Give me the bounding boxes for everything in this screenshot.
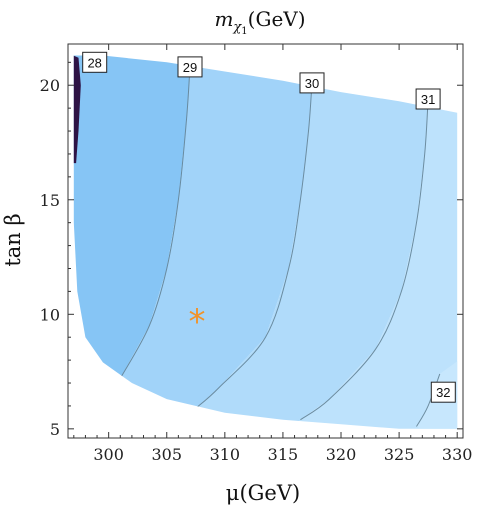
x-tick-label: 310 xyxy=(210,445,241,464)
band-3 xyxy=(265,55,458,429)
contour-label-28: 28 xyxy=(82,51,108,73)
contour-label-text: 28 xyxy=(87,55,101,70)
plot-area: 28 29 30 31 32 * xyxy=(73,51,458,429)
contour-labels: 28 29 30 31 32 xyxy=(82,51,456,403)
contour-line-32 xyxy=(416,373,441,427)
y-tick-label: 15 xyxy=(40,191,60,210)
x-tick-label: 305 xyxy=(151,445,182,464)
contour-label-text: 31 xyxy=(421,92,435,107)
y-tick-label: 10 xyxy=(40,305,60,324)
contour-label-text: 30 xyxy=(305,76,319,91)
band-28-dark xyxy=(73,55,81,164)
y-tick-label: 5 xyxy=(50,420,60,439)
contour-line-30 xyxy=(195,82,313,409)
band-32 xyxy=(416,348,458,429)
contour-label-text: 29 xyxy=(183,60,197,75)
y-axis-title: tan β xyxy=(1,213,25,266)
benchmark-marker: * xyxy=(189,302,206,342)
contour-lines xyxy=(119,66,441,427)
contour-label-31: 31 xyxy=(415,88,441,110)
x-axis-ticks: 300 305 310 315 320 325 330 xyxy=(73,44,473,464)
x-tick-label: 320 xyxy=(326,445,357,464)
marker-layer: * xyxy=(189,302,206,342)
band-1 xyxy=(85,55,312,429)
y-tick-label: 20 xyxy=(40,76,60,95)
x-tick-label: 315 xyxy=(268,445,299,464)
x-tick-label: 300 xyxy=(93,445,124,464)
plot-frame xyxy=(67,43,464,439)
contour-line-31 xyxy=(300,98,429,421)
chart-title: mχ1(GeV) xyxy=(214,7,305,37)
contour-label-text: 32 xyxy=(436,385,450,400)
contour-label-29: 29 xyxy=(177,56,203,78)
y-axis-ticks: 5 10 15 20 xyxy=(40,61,463,439)
fill-bands xyxy=(73,55,458,429)
x-tick-label: 330 xyxy=(442,445,473,464)
x-tick-label: 325 xyxy=(384,445,415,464)
contour-line-29 xyxy=(119,66,191,379)
contour-label-32: 32 xyxy=(430,381,456,403)
x-axis-title: μ(GeV) xyxy=(226,481,300,505)
contour-label-30: 30 xyxy=(299,72,325,94)
